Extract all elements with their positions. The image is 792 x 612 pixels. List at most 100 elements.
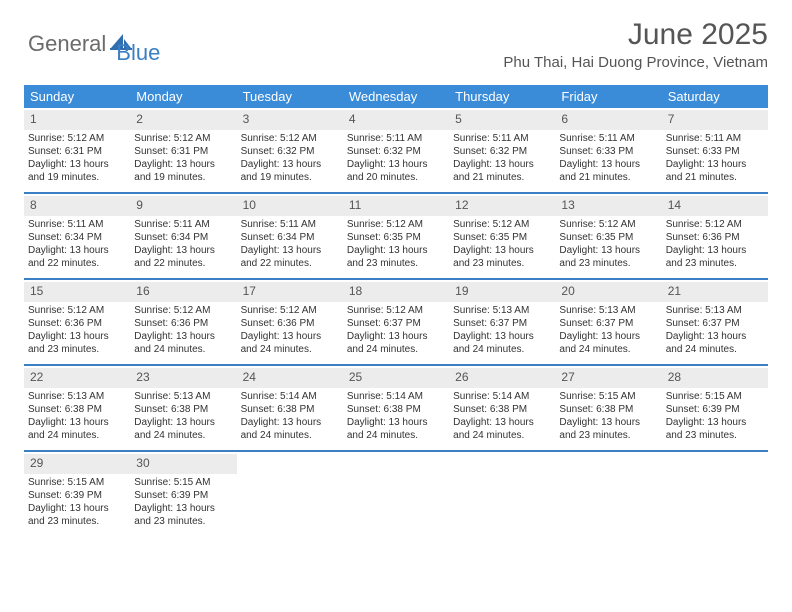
day-info-line: Sunrise: 5:13 AM: [453, 304, 551, 317]
day-cell: 17Sunrise: 5:12 AMSunset: 6:36 PMDayligh…: [237, 280, 343, 364]
day-number: 20: [555, 282, 661, 302]
week-row: 8 Sunrise: 5:11 AM Sunset: 6:34 PM Daylight…: [24, 192, 768, 278]
day-number: 8: [24, 196, 130, 216]
day-info-line: and 23 minutes.: [347, 257, 445, 270]
day-number: 4: [343, 110, 449, 130]
day-info-line: Sunset: 6:37 PM: [559, 317, 657, 330]
day-cell: 15Sunrise: 5:12 AMSunset: 6:36 PMDayligh…: [24, 280, 130, 364]
day-info-line: Daylight: 13 hours: [347, 158, 445, 171]
day-info-line: Sunset: 6:31 PM: [28, 145, 126, 158]
day-number: 16: [130, 282, 236, 302]
day-info-line: Daylight: 13 hours: [559, 244, 657, 257]
day-header-monday: Monday: [130, 85, 236, 108]
day-info-line: Sunset: 6:35 PM: [453, 231, 551, 244]
day-info-line: Sunset: 6:38 PM: [28, 403, 126, 416]
day-info-line: Sunset: 6:39 PM: [28, 489, 126, 502]
day-number: 3: [237, 110, 343, 130]
day-info-line: Sunrise: 5:12 AM: [453, 218, 551, 231]
day-info-line: Daylight: 13 hours: [241, 330, 339, 343]
day-cell: 24Sunrise: 5:14 AMSunset: 6:38 PMDayligh…: [237, 366, 343, 450]
day-info-line: Sunrise: 5:15 AM: [559, 390, 657, 403]
day-info-line: Daylight: 13 hours: [559, 416, 657, 429]
day-info-line: Daylight: 13 hours: [241, 416, 339, 429]
day-info-line: and 24 minutes.: [347, 429, 445, 442]
day-cell: 1Sunrise: 5:12 AMSunset: 6:31 PMDaylight…: [24, 108, 130, 192]
day-number: 30: [130, 454, 236, 474]
day-cell: 26Sunrise: 5:14 AMSunset: 6:38 PMDayligh…: [449, 366, 555, 450]
day-info-line: Sunrise: 5:12 AM: [28, 132, 126, 145]
day-info-line: and 24 minutes.: [559, 343, 657, 356]
day-cell: 20 Sunrise: 5:13 AMSunset: 6:37 PMDayligh…: [555, 280, 661, 364]
day-info-line: Sunset: 6:32 PM: [347, 145, 445, 158]
day-info-line: Daylight: 13 hours: [28, 416, 126, 429]
day-info-line: Sunrise: 5:12 AM: [559, 218, 657, 231]
day-info-line: Sunset: 6:36 PM: [28, 317, 126, 330]
day-info-line: Sunrise: 5:11 AM: [559, 132, 657, 145]
day-info-line: and 21 minutes.: [559, 171, 657, 184]
day-cell: 11Sunrise: 5:12 AMSunset: 6:35 PMDayligh…: [343, 194, 449, 278]
day-info-line: Sunrise: 5:11 AM: [241, 218, 339, 231]
day-cell: 19Sunrise: 5:13 AMSunset: 6:37 PMDayligh…: [449, 280, 555, 364]
day-info-line: Sunset: 6:39 PM: [134, 489, 232, 502]
day-cell: 6Sunrise: 5:11 AMSunset: 6:33 PMDaylight…: [555, 108, 661, 192]
day-info-line: Sunrise: 5:12 AM: [134, 132, 232, 145]
day-info-line: Daylight: 13 hours: [666, 158, 764, 171]
day-info-line: Sunset: 6:32 PM: [453, 145, 551, 158]
day-info-line: Sunrise: 5:11 AM: [347, 132, 445, 145]
day-info-line: and 23 minutes.: [666, 257, 764, 270]
day-header-saturday: Saturday: [662, 85, 768, 108]
day-info-line: Sunset: 6:38 PM: [134, 403, 232, 416]
day-cell: 14Sunrise: 5:12 AMSunset: 6:36 PMDayligh…: [662, 194, 768, 278]
month-title: June 2025: [503, 18, 768, 52]
day-cell: 5Sunrise: 5:11 AMSunset: 6:32 PMDaylight…: [449, 108, 555, 192]
day-info-line: Sunset: 6:36 PM: [134, 317, 232, 330]
day-info-line: Sunrise: 5:14 AM: [241, 390, 339, 403]
day-cell: 3Sunrise: 5:12 AMSunset: 6:32 PMDaylight…: [237, 108, 343, 192]
day-number: 15: [24, 282, 130, 302]
day-info-line: Sunrise: 5:15 AM: [28, 476, 126, 489]
day-cell: 16Sunrise: 5:12 AMSunset: 6:36 PMDayligh…: [130, 280, 236, 364]
day-info-line: Sunrise: 5:12 AM: [241, 304, 339, 317]
day-info-line: Daylight: 13 hours: [28, 502, 126, 515]
day-info-line: Daylight: 13 hours: [134, 416, 232, 429]
day-info-line: Daylight: 13 hours: [453, 416, 551, 429]
day-info-line: and 23 minutes.: [666, 429, 764, 442]
day-info-line: and 19 minutes.: [241, 171, 339, 184]
day-number: 14: [662, 196, 768, 216]
day-number: 17: [237, 282, 343, 302]
day-cell: 30Sunrise: 5:15 AMSunset: 6:39 PMDayligh…: [130, 452, 236, 536]
day-number: 27: [555, 368, 661, 388]
day-info-line: Daylight: 13 hours: [559, 330, 657, 343]
day-header-friday: Friday: [555, 85, 661, 108]
day-info-line: and 23 minutes.: [28, 515, 126, 528]
day-info-line: Sunrise: 5:12 AM: [666, 218, 764, 231]
day-info-line: Sunrise: 5:13 AM: [666, 304, 764, 317]
day-info-line: Sunrise: 5:13 AM: [559, 304, 657, 317]
day-info-line: and 23 minutes.: [28, 343, 126, 356]
day-info-line: Daylight: 13 hours: [347, 244, 445, 257]
day-number: 10: [237, 196, 343, 216]
day-info-line: Daylight: 13 hours: [28, 244, 126, 257]
day-info-line: Daylight: 13 hours: [134, 330, 232, 343]
day-info-line: Daylight: 13 hours: [666, 330, 764, 343]
day-header-thursday: Thursday: [449, 85, 555, 108]
week-row: 15Sunrise: 5:12 AMSunset: 6:36 PMDayligh…: [24, 278, 768, 364]
day-number: 11: [343, 196, 449, 216]
day-number: 12: [449, 196, 555, 216]
day-number: 19: [449, 282, 555, 302]
day-header-sunday: Sunday: [24, 85, 130, 108]
day-number: 21: [662, 282, 768, 302]
day-info-line: Daylight: 13 hours: [28, 330, 126, 343]
day-header-wednesday: Wednesday: [343, 85, 449, 108]
day-info-line: and 24 minutes.: [347, 343, 445, 356]
day-cell: 29 Sunrise: 5:15 AMSunset: 6:39 PMDayligh…: [24, 452, 130, 536]
day-number: 29: [24, 454, 130, 474]
day-info-line: Sunset: 6:38 PM: [559, 403, 657, 416]
day-info-line: Daylight: 13 hours: [347, 330, 445, 343]
day-cell: 2Sunrise: 5:12 AMSunset: 6:31 PMDaylight…: [130, 108, 236, 192]
day-cell: 28Sunrise: 5:15 AMSunset: 6:39 PMDayligh…: [662, 366, 768, 450]
day-info-line: and 19 minutes.: [28, 171, 126, 184]
day-info-line: Sunset: 6:34 PM: [134, 231, 232, 244]
day-info-line: Daylight: 13 hours: [241, 158, 339, 171]
day-info-line: and 20 minutes.: [347, 171, 445, 184]
